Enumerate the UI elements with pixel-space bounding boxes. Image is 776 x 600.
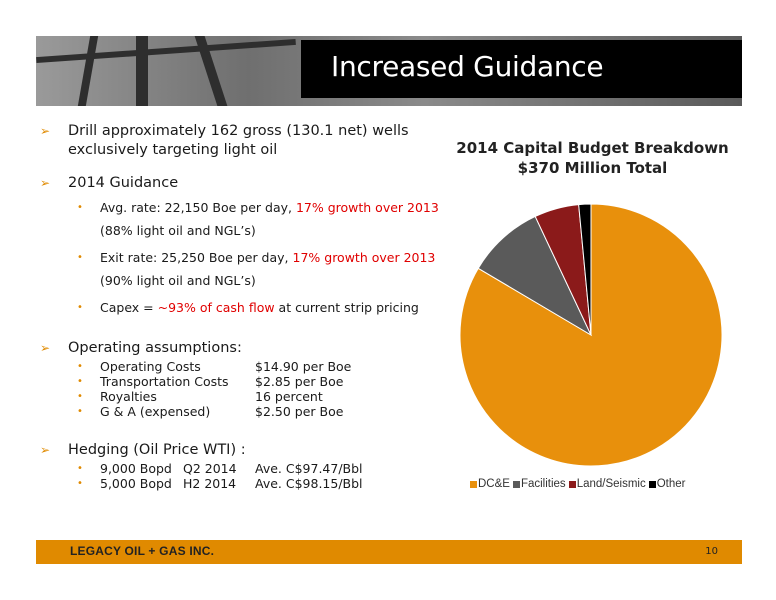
sub-bullet-capex: • Capex = ~93% of cash flow at current s… xyxy=(40,298,440,317)
legend-swatch xyxy=(648,480,656,488)
pie-slice-facilities xyxy=(477,215,593,337)
legend-swatch xyxy=(512,480,520,488)
arrow-bullet-icon: ➢ xyxy=(40,341,51,355)
operating-value: 16 percent xyxy=(255,389,323,404)
chart-legend: DC&E Facilities Land/Seismic Other xyxy=(470,478,686,490)
legend-item: Land/Seismic xyxy=(568,478,646,490)
bullet-operating: ➢ Operating assumptions: xyxy=(40,339,440,358)
bullet-heading: Operating assumptions: xyxy=(68,340,242,356)
capex-highlight: ~93% of cash flow xyxy=(157,300,275,315)
arrow-bullet-icon: ➢ xyxy=(40,443,51,457)
operating-row: • Royalties 16 percent xyxy=(40,389,440,404)
exit-rate-text: Exit rate: 25,250 Boe per day, xyxy=(100,250,293,265)
legend-item: Other xyxy=(648,478,686,490)
bullet-heading: 2014 Guidance xyxy=(68,175,179,191)
hedging-price: Ave. C$97.47/Bbl xyxy=(255,461,363,476)
hedging-volume: 9,000 Bopd xyxy=(100,461,172,476)
operating-value: $2.50 per Boe xyxy=(255,404,344,419)
bullet-guidance: ➢ 2014 Guidance xyxy=(40,174,440,193)
legend-label: DC&E xyxy=(478,478,510,490)
bullet-text: Drill approximately 162 gross (130.1 net… xyxy=(68,123,409,139)
page-number: 10 xyxy=(705,546,718,557)
sub-bullet-exit-rate: • Exit rate: 25,250 Boe per day, 17% gro… xyxy=(40,248,440,290)
bullet-drill: ➢ Drill approximately 162 gross (130.1 n… xyxy=(40,122,440,160)
bullet-text: exclusively targeting light oil xyxy=(68,142,278,158)
bullet-heading: Hedging (Oil Price WTI) : xyxy=(68,442,246,458)
dot-bullet-icon: • xyxy=(77,478,83,489)
operating-row: • Transportation Costs $2.85 per Boe xyxy=(40,374,440,389)
avg-rate-growth: 17% growth over 2013 xyxy=(295,200,439,215)
legend-swatch xyxy=(568,480,576,488)
operating-label: G & A (expensed) xyxy=(100,404,211,419)
hedging-row: • 9,000 Bopd Q2 2014 Ave. C$97.47/Bbl xyxy=(40,461,440,476)
banner-image-strut xyxy=(136,36,148,106)
bullet-hedging: ➢ Hedging (Oil Price WTI) : xyxy=(40,441,440,460)
footer-bar: LEGACY OIL + GAS INC. 10 xyxy=(36,540,742,564)
hedging-price: Ave. C$98.15/Bbl xyxy=(255,476,363,491)
dot-bullet-icon: • xyxy=(77,391,83,402)
capex-text: Capex = xyxy=(100,300,158,315)
chart-subtitle: $370 Million Total xyxy=(517,159,668,177)
exit-rate-growth: 17% growth over 2013 xyxy=(292,250,436,265)
arrow-bullet-icon: ➢ xyxy=(40,124,51,138)
title-box: Increased Guidance xyxy=(301,40,742,98)
header-banner: Increased Guidance xyxy=(36,36,742,106)
dot-bullet-icon: • xyxy=(77,302,83,313)
operating-row: • G & A (expensed) $2.50 per Boe xyxy=(40,404,440,419)
legend-swatch xyxy=(470,480,477,488)
slide-title: Increased Guidance xyxy=(331,50,604,83)
operating-label: Royalties xyxy=(100,389,157,404)
operating-value: $2.85 per Boe xyxy=(255,374,344,389)
operating-label: Transportation Costs xyxy=(100,374,229,389)
avg-rate-mix: (88% light oil and NGL’s) xyxy=(100,223,256,238)
dot-bullet-icon: • xyxy=(77,202,83,213)
legend-item: DC&E xyxy=(470,478,510,490)
legend-label: Facilities xyxy=(520,478,566,490)
avg-rate-text: Avg. rate: 22,150 Boe per day, xyxy=(100,200,296,215)
company-brand: LEGACY OIL + GAS INC. xyxy=(70,544,215,558)
hedging-volume: 5,000 Bopd xyxy=(100,476,172,491)
pie-chart xyxy=(459,203,723,467)
banner-image-strut xyxy=(77,36,99,106)
pie-slice-other xyxy=(578,203,592,336)
hedging-period: H2 2014 xyxy=(183,476,237,491)
banner-image-beam xyxy=(36,38,296,64)
capex-text-end: at current strip pricing xyxy=(274,300,419,315)
dot-bullet-icon: • xyxy=(77,361,83,372)
dot-bullet-icon: • xyxy=(77,463,83,474)
arrow-bullet-icon: ➢ xyxy=(40,176,51,190)
hedging-row: • 5,000 Bopd H2 2014 Ave. C$98.15/Bbl xyxy=(40,476,440,491)
operating-label: Operating Costs xyxy=(100,359,201,374)
sub-bullet-avg-rate: • Avg. rate: 22,150 Boe per day, 17% gro… xyxy=(40,198,440,240)
bullet-content: ➢ Drill approximately 162 gross (130.1 n… xyxy=(40,122,440,491)
legend-label: Land/Seismic xyxy=(576,478,646,490)
hedging-period: Q2 2014 xyxy=(183,461,237,476)
dot-bullet-icon: • xyxy=(77,252,83,263)
operating-row: • Operating Costs $14.90 per Boe xyxy=(40,359,440,374)
legend-item: Facilities xyxy=(512,478,566,490)
dot-bullet-icon: • xyxy=(77,406,83,417)
legend-label: Other xyxy=(656,478,686,490)
exit-rate-mix: (90% light oil and NGL’s) xyxy=(100,273,256,288)
chart-title-block: 2014 Capital Budget Breakdown $370 Milli… xyxy=(455,138,730,178)
operating-value: $14.90 per Boe xyxy=(255,359,352,374)
chart-title: 2014 Capital Budget Breakdown xyxy=(456,139,729,157)
dot-bullet-icon: • xyxy=(77,376,83,387)
